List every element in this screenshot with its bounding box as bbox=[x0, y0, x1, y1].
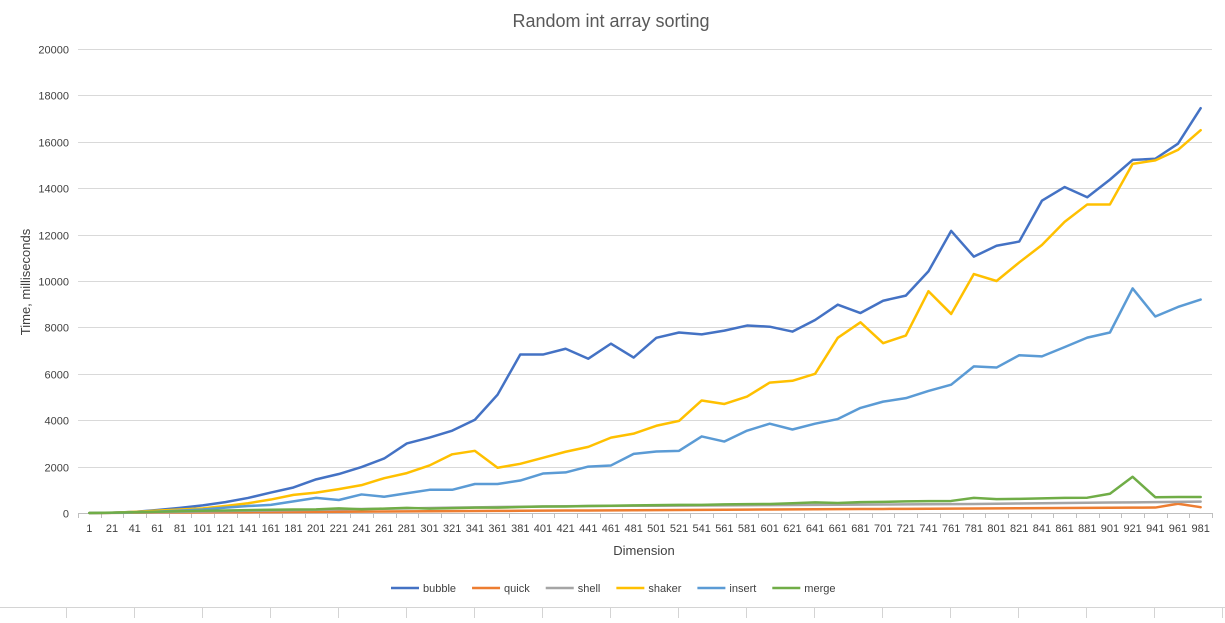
x-tick-label: 641 bbox=[806, 523, 824, 535]
x-tick-label: 621 bbox=[783, 523, 801, 535]
x-tick-label: 41 bbox=[129, 523, 141, 535]
x-tick-label: 801 bbox=[987, 523, 1005, 535]
x-tick-label: 261 bbox=[375, 523, 393, 535]
x-tick-label: 201 bbox=[307, 523, 325, 535]
y-tick-label: 12000 bbox=[38, 231, 69, 243]
chart-title: Random int array sorting bbox=[512, 11, 709, 31]
y-tick-label: 4000 bbox=[45, 416, 69, 428]
x-tick-label: 781 bbox=[965, 523, 983, 535]
legend-label-insert: insert bbox=[729, 583, 756, 595]
x-tick-label: 981 bbox=[1191, 523, 1209, 535]
x-tick-label: 381 bbox=[511, 523, 529, 535]
x-tick-label: 961 bbox=[1169, 523, 1187, 535]
y-tick-label: 18000 bbox=[38, 91, 69, 103]
y-tick-label: 0 bbox=[63, 509, 69, 521]
x-tick-label: 321 bbox=[443, 523, 461, 535]
x-tick-label: 681 bbox=[851, 523, 869, 535]
x-tick-label: 361 bbox=[488, 523, 506, 535]
x-axis-title: Dimension bbox=[613, 543, 674, 558]
x-tick-label: 901 bbox=[1101, 523, 1119, 535]
x-tick-label: 241 bbox=[352, 523, 370, 535]
x-tick-label: 221 bbox=[330, 523, 348, 535]
x-tick-label: 481 bbox=[624, 523, 642, 535]
x-tick-label: 561 bbox=[715, 523, 733, 535]
y-tick-label: 2000 bbox=[45, 463, 69, 475]
x-tick-label: 881 bbox=[1078, 523, 1096, 535]
x-tick-label: 161 bbox=[262, 523, 280, 535]
series-line-quick bbox=[88, 502, 1202, 515]
legend: bubble quick shell shaker insert merge bbox=[391, 583, 835, 595]
x-tick-label: 401 bbox=[534, 523, 552, 535]
y-tick-label: 6000 bbox=[45, 370, 69, 382]
x-tick-label: 581 bbox=[738, 523, 756, 535]
legend-label-shaker: shaker bbox=[648, 583, 681, 595]
legend-label-shell: shell bbox=[578, 583, 601, 595]
x-tick-label: 61 bbox=[151, 523, 163, 535]
x-tick-label: 721 bbox=[897, 523, 915, 535]
x-tick-label: 541 bbox=[693, 523, 711, 535]
x-tick-label: 741 bbox=[919, 523, 937, 535]
y-tick-label: 16000 bbox=[38, 138, 69, 150]
x-tick-label: 761 bbox=[942, 523, 960, 535]
legend-label-merge: merge bbox=[804, 583, 835, 595]
x-tick-label: 81 bbox=[174, 523, 186, 535]
x-tick-label: 601 bbox=[761, 523, 779, 535]
x-tick-label: 701 bbox=[874, 523, 892, 535]
x-tick-label: 821 bbox=[1010, 523, 1028, 535]
x-tick-label: 521 bbox=[670, 523, 688, 535]
x-tick-label: 141 bbox=[239, 523, 257, 535]
legend-label-bubble: bubble bbox=[423, 583, 456, 595]
x-tick-label: 101 bbox=[194, 523, 212, 535]
x-tick-label: 501 bbox=[647, 523, 665, 535]
x-tick-label: 341 bbox=[466, 523, 484, 535]
x-tick-label: 661 bbox=[829, 523, 847, 535]
x-tick-label: 421 bbox=[556, 523, 574, 535]
legend-label-quick: quick bbox=[504, 583, 530, 595]
x-tick-label: 181 bbox=[284, 523, 302, 535]
x-tick-label: 921 bbox=[1123, 523, 1141, 535]
x-tick-label: 281 bbox=[398, 523, 416, 535]
y-tick-label: 10000 bbox=[38, 277, 69, 289]
x-tick-label: 941 bbox=[1146, 523, 1164, 535]
sheet-gridlines bbox=[0, 607, 1225, 618]
x-tick-label: 121 bbox=[216, 523, 234, 535]
x-tick-label: 441 bbox=[579, 523, 597, 535]
series-line-shaker bbox=[88, 128, 1202, 515]
y-axis-ticks: 0 2000 4000 6000 8000 10000 12000 14000 16000 180… bbox=[38, 45, 69, 521]
y-tick-label: 8000 bbox=[45, 323, 69, 335]
x-tick-label: 301 bbox=[420, 523, 438, 535]
x-tick-label: 461 bbox=[602, 523, 620, 535]
y-axis-title: Time, milliseconds bbox=[18, 228, 33, 335]
y-tick-label: 20000 bbox=[38, 45, 69, 57]
gridlines bbox=[78, 49, 1212, 514]
x-tick-label: 861 bbox=[1055, 523, 1073, 535]
x-tick-label: 1 bbox=[86, 523, 92, 535]
series-line-bubble bbox=[88, 106, 1202, 515]
series-group bbox=[88, 106, 1202, 515]
x-tick-label: 841 bbox=[1033, 523, 1051, 535]
series-line-insert bbox=[88, 287, 1202, 515]
x-axis-ticks: 1 21 41 61 81 101 121 141 161 181 201 221 241 261 281 3… bbox=[78, 513, 1213, 535]
x-tick-label: 21 bbox=[106, 523, 118, 535]
y-tick-label: 14000 bbox=[38, 184, 69, 196]
series-line-merge bbox=[88, 475, 1202, 515]
